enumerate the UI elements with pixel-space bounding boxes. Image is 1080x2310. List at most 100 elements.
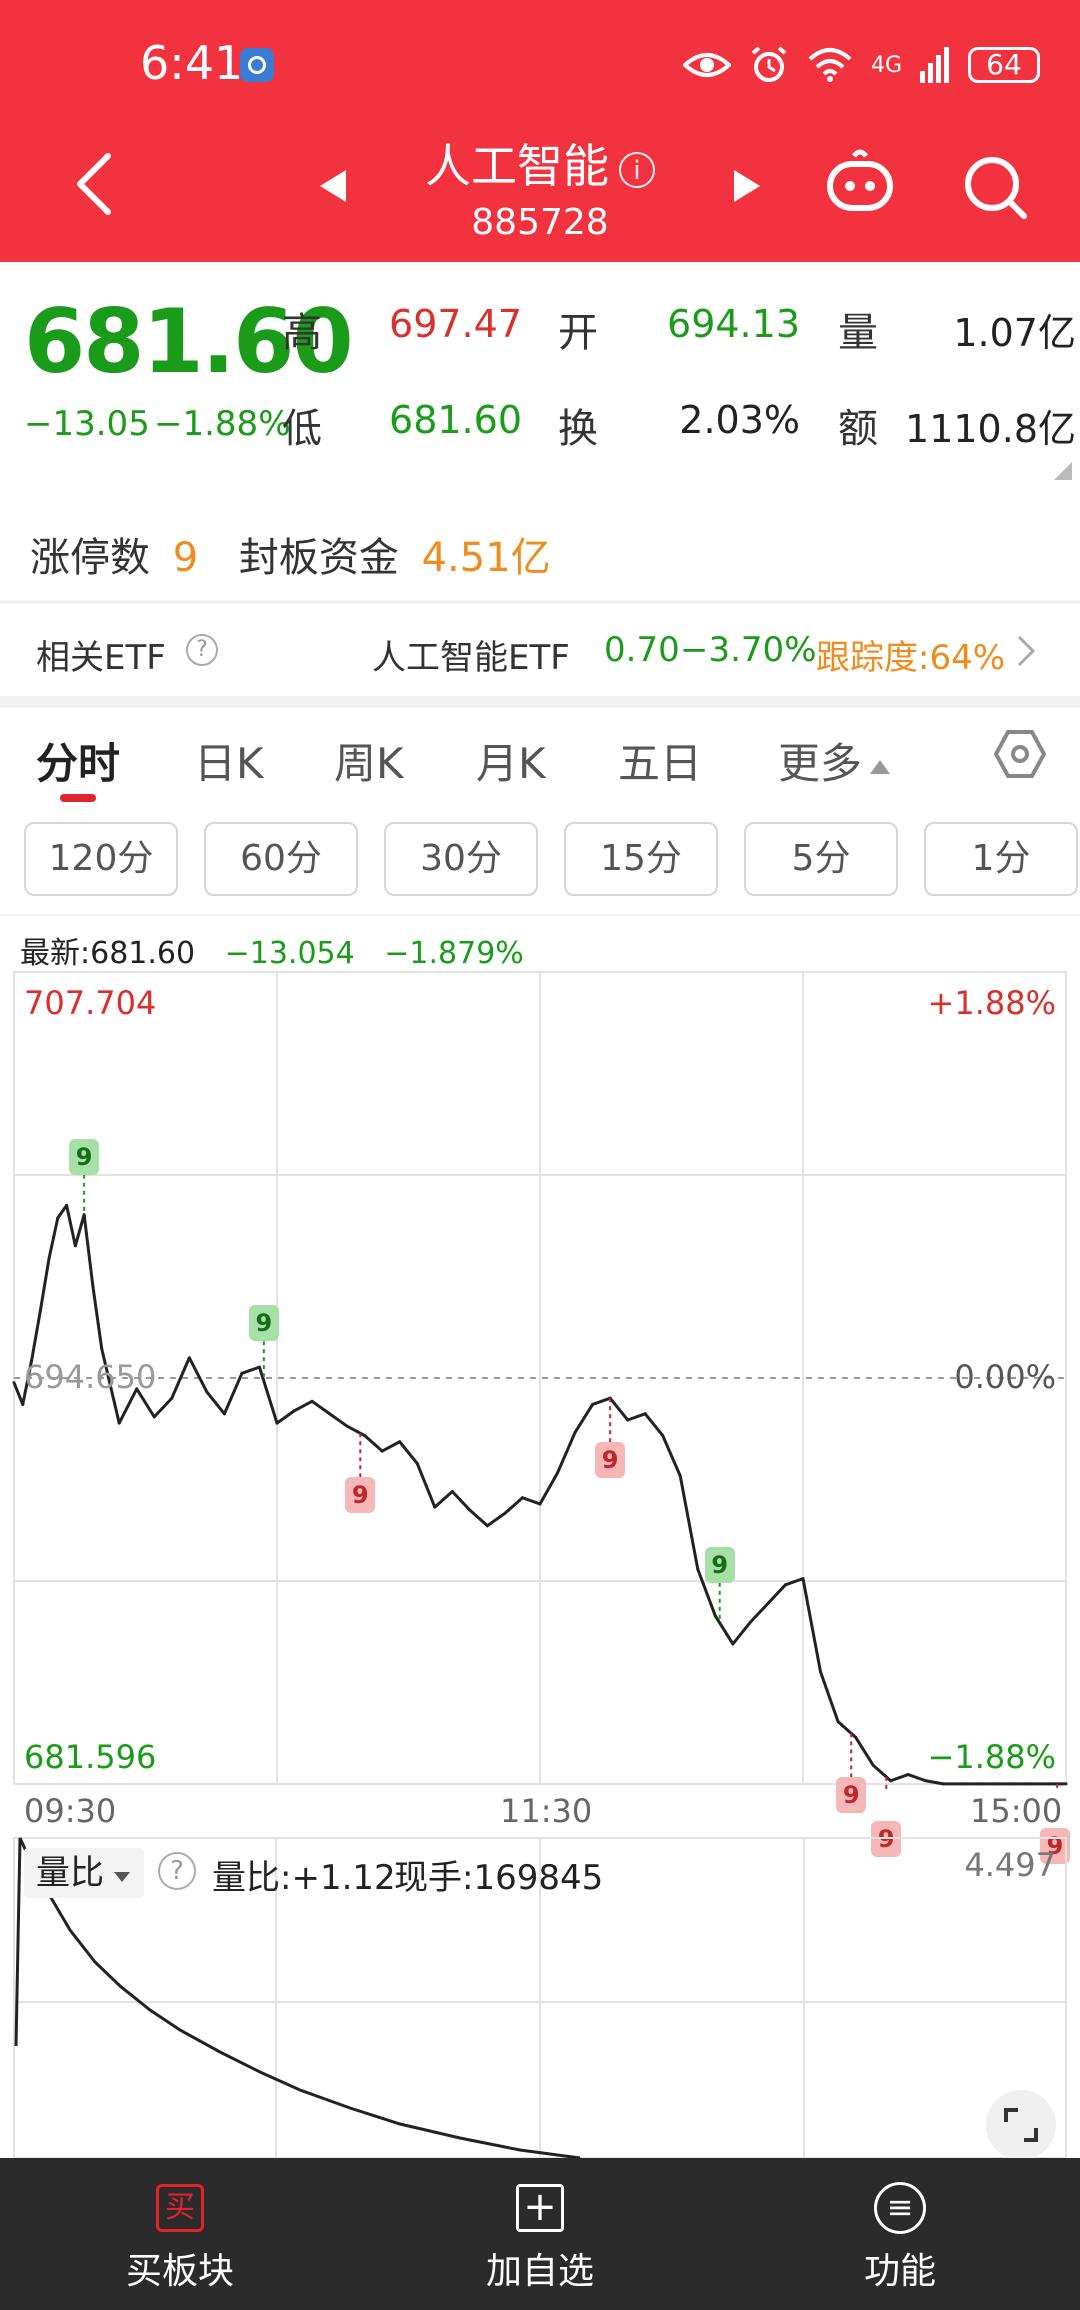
current-price: 681.60 xyxy=(24,290,354,393)
price-line-segment xyxy=(73,1213,86,1248)
battery-icon: 64 xyxy=(968,47,1040,83)
help-icon[interactable]: ? xyxy=(186,634,218,666)
help-icon[interactable]: ? xyxy=(158,1852,196,1890)
prev-stock-icon[interactable] xyxy=(318,168,348,204)
price-line-segment xyxy=(30,1309,42,1363)
price-line-segment xyxy=(275,1409,297,1425)
tab-five-day[interactable]: 五日 xyxy=(618,739,703,788)
limit-up-tag: 9 xyxy=(69,1138,100,1175)
volume-value: 1.07亿 xyxy=(953,311,1076,355)
price-line-segment xyxy=(748,1601,770,1624)
limit-down-tag: 9 xyxy=(345,1477,376,1514)
price-line-segment xyxy=(731,1620,752,1646)
limit-up-tag: 9 xyxy=(704,1546,735,1583)
price-line-segment xyxy=(713,1614,735,1646)
price-line-segment xyxy=(871,1763,893,1783)
add-watchlist-button[interactable]: + 加自选 xyxy=(360,2158,720,2310)
price-line-segment xyxy=(608,1396,630,1422)
indicator-label: 量比 xyxy=(36,1853,104,1893)
indicator-selector[interactable]: 量比 xyxy=(24,1848,144,1898)
price-line-segment xyxy=(91,1284,104,1350)
x-axis-label-mid: 11:30 xyxy=(500,1792,593,1830)
next-stock-icon[interactable] xyxy=(732,168,762,204)
volume-ratio-value: 量比:+1.12 xyxy=(212,1858,396,1898)
search-icon[interactable] xyxy=(962,154,1028,220)
interval-120min[interactable]: 120分 xyxy=(24,822,178,896)
price-line-segment xyxy=(100,1346,121,1425)
open-label: 开 xyxy=(558,310,598,356)
interval-1min[interactable]: 1分 xyxy=(924,822,1078,896)
seal-fund-label: 封板资金 xyxy=(238,535,399,581)
legend-change: −13.054 xyxy=(224,936,355,971)
buy-sector-button[interactable]: 买 买板块 xyxy=(0,2158,360,2310)
price-line-segment xyxy=(678,1474,700,1571)
price-line-segment xyxy=(643,1412,665,1438)
signal-icon xyxy=(920,47,949,83)
limit-up-count: 9 xyxy=(172,535,199,581)
related-etf-row[interactable]: 相关ETF ? 人工智能ETF 0.70 −3.70% 跟踪度:64% xyxy=(0,604,1080,696)
price-line-segment xyxy=(450,1490,472,1512)
buy-icon: 买 xyxy=(156,2184,204,2232)
price-change: −13.05 xyxy=(24,404,150,444)
interval-60min[interactable]: 60分 xyxy=(204,822,358,896)
price-line-segment xyxy=(328,1412,349,1428)
functions-button[interactable]: ≡ 功能 xyxy=(720,2158,1080,2310)
low-label: 低 xyxy=(282,406,322,452)
etf-tracking: 跟踪度:64% xyxy=(816,638,1006,678)
amount-value: 1110.8亿 xyxy=(905,407,1076,451)
price-line-segment xyxy=(801,1577,823,1674)
tab-monthly-k[interactable]: 月K xyxy=(476,739,546,788)
expand-corner-icon[interactable] xyxy=(1054,462,1072,480)
turnover-label: 换 xyxy=(558,406,598,452)
bottom-action-bar: 买 买板块 + 加自选 ≡ 功能 xyxy=(0,2158,1080,2310)
price-line-segment xyxy=(556,1430,577,1475)
eye-icon xyxy=(682,53,731,77)
price-line-segment xyxy=(696,1567,717,1618)
x-axis-label-start: 09:30 xyxy=(24,1792,117,1830)
add-watchlist-label: 加自选 xyxy=(485,2251,594,2292)
price-line-segment xyxy=(485,1511,507,1528)
price-line-segment xyxy=(345,1424,367,1438)
limit-up-count-label: 涨停数 xyxy=(30,535,150,581)
fullscreen-icon xyxy=(1004,2108,1038,2142)
price-line-segment xyxy=(240,1365,261,1375)
price-line-segment xyxy=(433,1490,454,1509)
wifi-icon xyxy=(808,48,852,82)
low-value: 681.60 xyxy=(389,398,522,442)
info-icon[interactable]: i xyxy=(619,151,655,188)
high-label: 高 xyxy=(282,310,322,356)
price-line-segment xyxy=(135,1387,156,1419)
limit-down-tag: 9 xyxy=(836,1777,867,1814)
tab-daily-k[interactable]: 日K xyxy=(194,739,264,788)
price-line-segment xyxy=(503,1496,524,1515)
price-line-segment xyxy=(520,1496,542,1506)
price-line-segment xyxy=(65,1203,77,1248)
alarm-icon xyxy=(751,46,787,82)
interval-30min[interactable]: 30分 xyxy=(384,822,538,896)
stock-code: 885728 xyxy=(471,202,609,243)
etf-name: 人工智能ETF xyxy=(372,638,570,678)
fullscreen-button[interactable] xyxy=(986,2090,1056,2160)
price-line-segment xyxy=(398,1440,419,1466)
caret-up-icon xyxy=(870,759,891,774)
tab-weekly-k[interactable]: 周K xyxy=(334,739,404,788)
price-line-segment xyxy=(82,1213,95,1288)
price-line-segment xyxy=(152,1396,174,1419)
tab-more[interactable]: 更多 xyxy=(778,730,892,791)
y-axis-max-label: 707.704 xyxy=(24,984,157,1022)
pct-axis-mid-label: 0.00% xyxy=(954,1358,1056,1396)
high-value: 697.47 xyxy=(389,302,522,346)
volume-ratio-max-label: 4.497 xyxy=(964,1846,1056,1884)
robot-assistant-icon[interactable] xyxy=(824,146,896,218)
interval-5min[interactable]: 5分 xyxy=(744,822,898,896)
back-icon[interactable] xyxy=(72,152,116,216)
interval-15min[interactable]: 15分 xyxy=(564,822,718,896)
page-title: 人工智能 i xyxy=(340,130,740,196)
intraday-price-chart[interactable] xyxy=(0,970,1080,1790)
price-line xyxy=(12,1203,1068,1786)
tab-intraday[interactable]: 分时 xyxy=(36,739,121,788)
functions-label: 功能 xyxy=(863,2251,936,2292)
settings-hexagon-icon[interactable] xyxy=(994,728,1046,780)
network-type: 4G xyxy=(870,52,902,78)
price-line-segment xyxy=(38,1256,51,1313)
